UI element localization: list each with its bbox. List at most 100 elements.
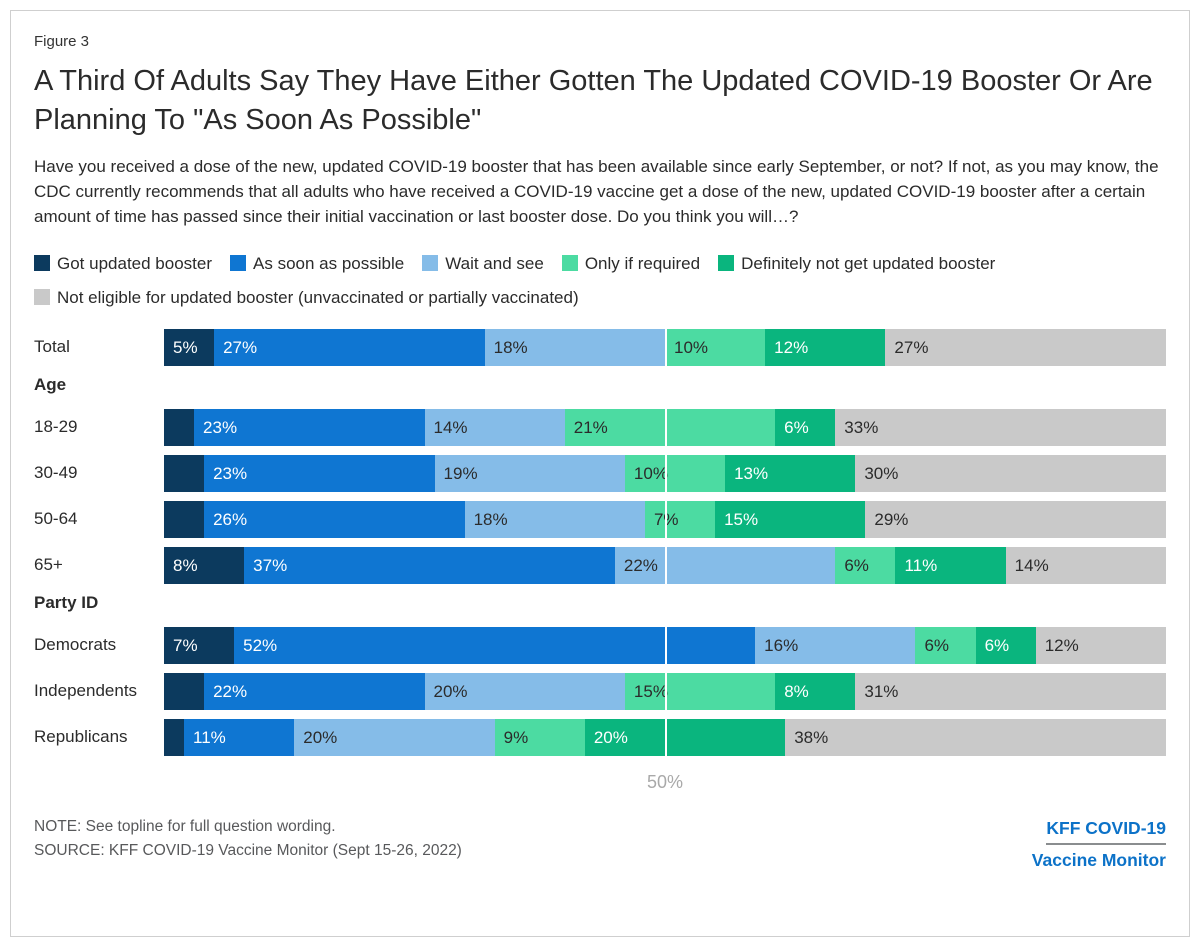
bar-segment: 6%: [915, 626, 976, 664]
segment-value-label: 6%: [984, 635, 1010, 655]
bar-segment: 14%: [424, 408, 565, 446]
legend-swatch-icon: [34, 254, 50, 271]
chart-row: 30-49 23% 19% 10% 13% 30%: [34, 454, 1166, 492]
chart-row: 50-64 26% 18% 7% 15% 29%: [34, 500, 1166, 538]
bar: 23% 14% 21% 6% 33%: [164, 408, 1166, 446]
bar-segment: 7%: [164, 626, 235, 664]
bar: 23% 19% 10% 13% 30%: [164, 454, 1166, 492]
segment-value-label: 10%: [673, 337, 709, 357]
bar-segment: 15%: [624, 672, 776, 710]
legend-label: Not eligible for updated booster (unvacc…: [57, 287, 579, 307]
segment-value-label: 9%: [503, 727, 529, 747]
legend-swatch-icon: [422, 254, 439, 271]
segment-value-label: 6%: [844, 555, 869, 575]
segment-value-label: 22%: [623, 555, 658, 575]
legend-swatch-icon: [34, 288, 50, 305]
bar-segment: 20%: [424, 672, 625, 710]
segment-value-label: 15%: [724, 509, 759, 529]
segment-value-label: 29%: [874, 509, 909, 529]
bar-segment: 6%: [835, 546, 896, 584]
bar-segment: 8%: [775, 672, 856, 710]
footer-notes: NOTE: See topline for full question word…: [34, 815, 462, 863]
bar: 8% 37% 22% 6% 11% 14%: [164, 546, 1166, 584]
bar-segment: [164, 672, 205, 710]
legend-item: Definitely not get updated booster: [718, 254, 995, 273]
segment-value-label: 14%: [433, 417, 468, 437]
bar-segment: 19%: [434, 454, 625, 492]
bar-segment: 30%: [855, 454, 1166, 492]
bar-segment: 11%: [895, 546, 1006, 584]
bar-segment: 18%: [484, 328, 665, 366]
segment-value-label: 12%: [1044, 635, 1079, 655]
bar-segment: 14%: [1005, 546, 1166, 584]
segment-value-label: 15%: [633, 681, 668, 701]
segment-value-label: 20%: [303, 727, 338, 747]
segment-value-label: 6%: [924, 635, 950, 655]
chart-row: Republicans 11% 20% 9% 20% 38%: [34, 718, 1166, 756]
segment-value-label: 8%: [173, 555, 198, 575]
chart-row: Independents 22% 20% 15% 8% 31%: [34, 672, 1166, 710]
bar-segment: 38%: [785, 718, 1166, 756]
legend: Got updated booster As soon as possible Wa…: [34, 247, 1034, 315]
bar-segment: 33%: [835, 408, 1166, 446]
chart-row: 65+ 8% 37% 22% 6% 11% 14%: [34, 546, 1166, 584]
row-label: Republicans: [34, 727, 128, 747]
bar-segment: 7%: [644, 500, 716, 538]
segment-value-label: 12%: [774, 337, 809, 357]
note-text: NOTE: See topline for full question word…: [34, 817, 336, 835]
segment-value-label: 23%: [203, 417, 238, 437]
bar-segment: [164, 408, 195, 446]
bar-segment: 23%: [194, 408, 425, 446]
bar-segment: 27%: [885, 328, 1166, 366]
segment-value-label: 8%: [784, 681, 809, 701]
chart-row: 18-29 23% 14% 21% 6% 33%: [34, 408, 1166, 446]
legend-label: As soon as possible: [253, 253, 405, 273]
bar-segment: 12%: [765, 328, 886, 366]
bar-segment: 11%: [184, 718, 295, 756]
chart-rows: Total 5% 27% 18% 10% 12% 27% Age 18-29 23% 14% 21% 6…: [34, 328, 1166, 756]
bar-segment: 26%: [204, 500, 465, 538]
bar-segment: 23%: [204, 454, 435, 492]
figure-frame: Figure 3 A Third Of Adults Say They Have…: [10, 10, 1190, 937]
kff-vaccine-monitor-logo[interactable]: KFF COVID-19 Vaccine Monitor: [1032, 815, 1166, 874]
chart-row: Democrats 7% 52% 16% 6% 6% 12%: [34, 626, 1166, 664]
segment-value-label: 23%: [213, 463, 248, 483]
bar-segment: 9%: [494, 718, 585, 756]
legend-label: Got updated booster: [57, 253, 213, 273]
segment-value-label: 10%: [633, 463, 668, 483]
segment-value-label: 11%: [193, 727, 226, 747]
segment-value-label: 52%: [243, 635, 278, 655]
logo-line1: KFF COVID-19: [1046, 815, 1166, 845]
group-header: Age: [34, 374, 67, 394]
legend-label: Only if required: [584, 253, 701, 273]
segment-value-label: 31%: [864, 681, 899, 701]
bar-segment: 15%: [715, 500, 866, 538]
question-text: Have you received a dose of the new, upd…: [34, 157, 1159, 227]
segment-value-label: 6%: [784, 417, 809, 437]
bar: 22% 20% 15% 8% 31%: [164, 672, 1166, 710]
bar-segment: 16%: [755, 626, 916, 664]
segment-value-label: 11%: [904, 555, 938, 575]
bar-segment: 22%: [204, 672, 425, 710]
row-label: 50-64: [34, 509, 78, 529]
bar-segment: 12%: [1035, 626, 1166, 664]
chart-title: A Third Of Adults Say They Have Either G…: [34, 65, 1153, 136]
bar-segment: 20%: [294, 718, 495, 756]
x-axis-tick-label: 50%: [646, 771, 684, 792]
bar-segment: 37%: [244, 546, 615, 584]
gridline-50-percent: [665, 328, 667, 756]
bar-segment: 31%: [855, 672, 1166, 710]
legend-item: Wait and see: [422, 254, 544, 273]
segment-value-label: 20%: [593, 727, 628, 747]
bar-segment: 27%: [214, 328, 485, 366]
bar-segment: 21%: [564, 408, 776, 446]
segment-value-label: 13%: [734, 463, 769, 483]
segment-value-label: 33%: [844, 417, 879, 437]
segment-value-label: 27%: [223, 337, 258, 357]
segment-value-label: 20%: [433, 681, 468, 701]
legend-swatch-icon: [718, 254, 735, 271]
chart: Total 5% 27% 18% 10% 12% 27% Age 18-29 23% 14% 21% 6…: [34, 328, 1166, 793]
bar-segment: 22%: [614, 546, 836, 584]
bar: 7% 52% 16% 6% 6% 12%: [164, 626, 1166, 664]
legend-label: Wait and see: [445, 253, 544, 273]
